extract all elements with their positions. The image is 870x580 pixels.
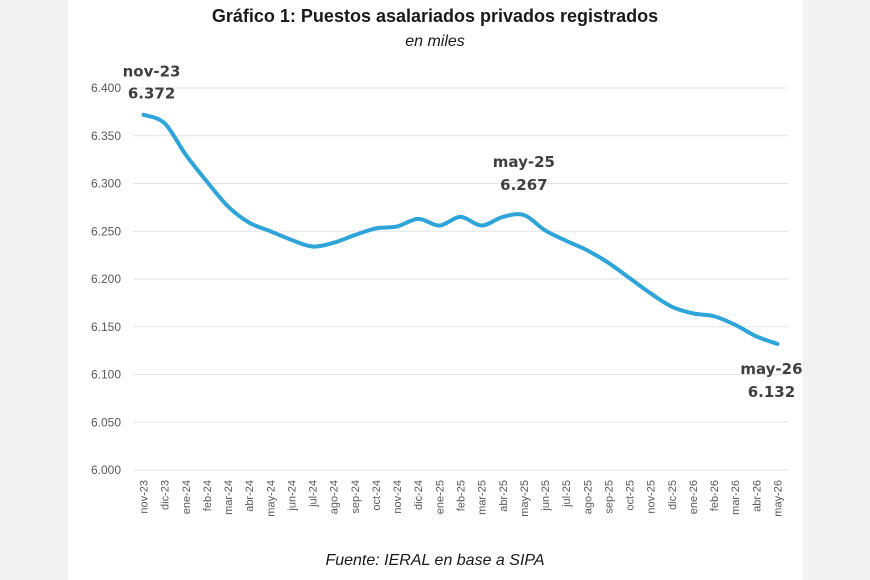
x-tick-label: feb-26 xyxy=(709,480,721,511)
x-tick-label: oct-25 xyxy=(625,480,637,511)
y-tick-label: 6.050 xyxy=(91,415,121,429)
x-tick-label: abr-26 xyxy=(751,480,763,512)
y-tick-label: 6.000 xyxy=(91,463,121,477)
grid-lines xyxy=(133,87,788,471)
x-tick-label: sep-24 xyxy=(350,480,362,514)
annotation-value: 6.267 xyxy=(500,176,547,194)
annotation-value: 6.372 xyxy=(128,85,175,103)
x-tick-label: mar-25 xyxy=(477,480,489,515)
x-tick-label: feb-24 xyxy=(202,480,214,511)
series-line xyxy=(141,112,780,346)
annotation-label: may-26 xyxy=(740,360,802,378)
x-tick-label: nov-23 xyxy=(139,480,151,514)
x-tick-label: abr-25 xyxy=(498,480,510,512)
y-tick-label: 6.250 xyxy=(91,224,121,238)
x-tick-label: jul-25 xyxy=(561,480,573,508)
x-axis: nov-23 dic-23 ene-24 feb-24 mar-24 abr-24 may-… xyxy=(139,480,785,517)
y-axis: 6.000 6.050 6.100 6.150 6.200 6.250 6.300 6.350… xyxy=(91,81,121,477)
x-tick-label: ene-24 xyxy=(181,480,193,514)
x-tick-label: may-25 xyxy=(519,480,531,517)
chart-subtitle: en miles xyxy=(405,33,465,50)
x-tick-label: dic-25 xyxy=(667,480,679,510)
x-tick-label: nov-24 xyxy=(392,480,404,514)
x-tick-label: ene-26 xyxy=(688,480,700,514)
x-tick-label: dic-23 xyxy=(160,480,172,510)
x-tick-label: ene-25 xyxy=(434,480,446,514)
x-tick-label: mar-24 xyxy=(223,480,235,515)
y-tick-label: 6.200 xyxy=(91,272,121,286)
x-tick-label: dic-24 xyxy=(413,480,425,510)
x-tick-label: feb-25 xyxy=(456,480,468,511)
chart-title: Gráfico 1: Puestos asalariados privados … xyxy=(211,6,659,26)
chart-card xyxy=(68,0,803,580)
y-tick-label: 6.400 xyxy=(91,81,121,95)
annotation-label: may-25 xyxy=(493,153,555,171)
chart-source: Fuente: IERAL en base a SIPA xyxy=(325,552,545,569)
x-tick-label: jul-24 xyxy=(308,480,320,508)
annotation-label: nov-23 xyxy=(123,63,181,81)
x-tick-label: oct-24 xyxy=(371,480,383,511)
y-tick-label: 6.350 xyxy=(91,129,121,143)
y-tick-label: 6.300 xyxy=(91,177,121,191)
y-tick-label: 6.150 xyxy=(91,320,121,334)
x-tick-label: ago-24 xyxy=(329,480,341,514)
x-tick-label: may-24 xyxy=(265,480,277,517)
x-tick-label: abr-24 xyxy=(244,480,256,512)
x-tick-label: may-26 xyxy=(772,480,784,517)
x-tick-label: sep-25 xyxy=(603,480,615,514)
annotations: nov-23 6.372 may-25 6.267 may-26 6.132 xyxy=(123,63,803,401)
annotation-value: 6.132 xyxy=(748,383,795,401)
y-tick-label: 6.100 xyxy=(91,368,121,382)
x-tick-label: jun-24 xyxy=(286,480,298,512)
x-tick-label: jun-25 xyxy=(540,480,552,512)
series-line-group xyxy=(141,112,780,346)
x-tick-label: nov-25 xyxy=(646,480,658,514)
x-tick-label: ago-25 xyxy=(582,480,594,514)
x-tick-label: mar-26 xyxy=(730,480,742,515)
